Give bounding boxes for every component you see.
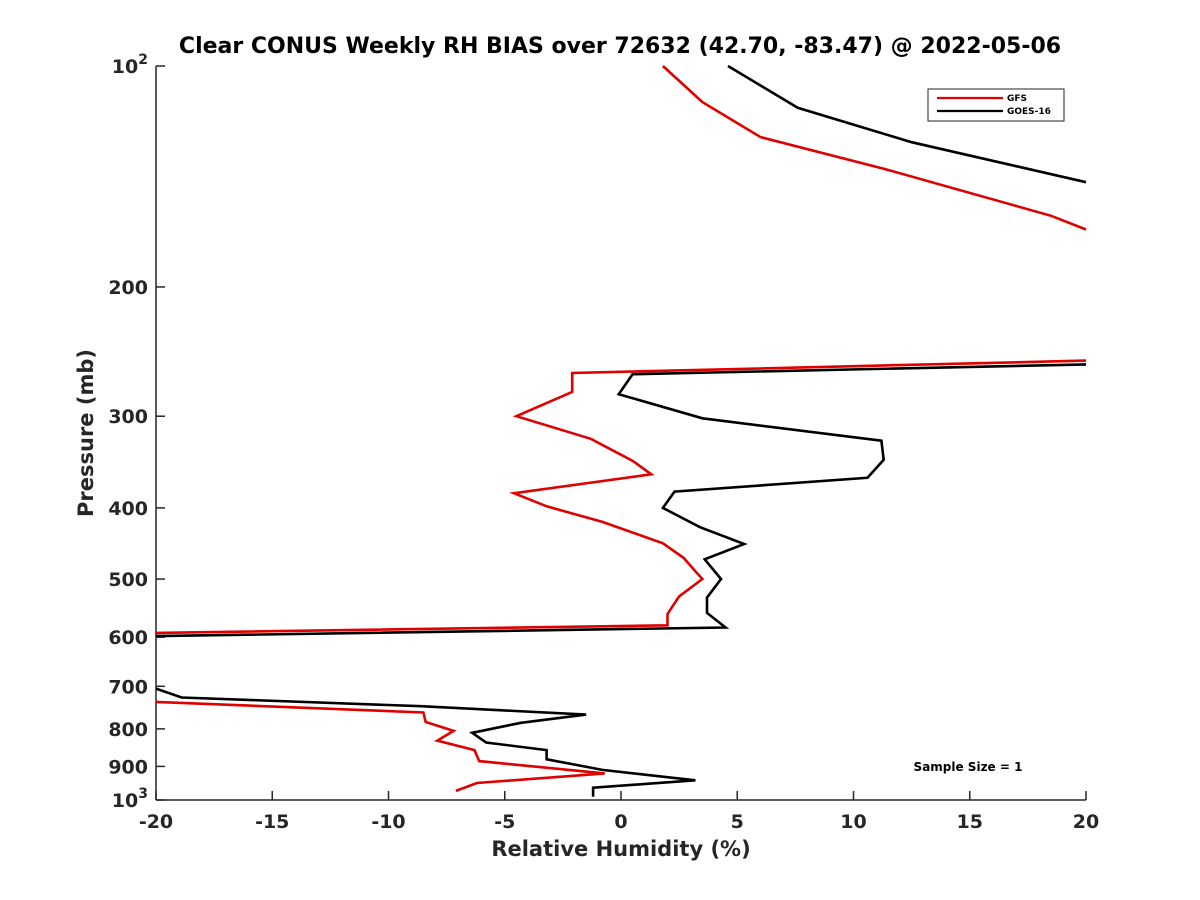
x-tick-label: -5 <box>494 811 515 833</box>
y-tick-label: 500 <box>108 569 148 591</box>
x-tick-label: 0 <box>614 811 627 833</box>
x-tick-label: -10 <box>371 811 405 833</box>
y-axis-label: Pressure (mb) <box>74 349 98 517</box>
series-line-goes-16 <box>155 64 1087 797</box>
sample-size-annotation: Sample Size = 1 <box>914 760 1023 774</box>
x-axis-label: Relative Humidity (%) <box>491 837 750 861</box>
x-axis: -20 -15 -10 -5 0 5 10 15 20 <box>139 791 1099 833</box>
x-tick-label: -20 <box>139 811 173 833</box>
x-tick-label: 5 <box>731 811 744 833</box>
legend-label-gfs: GFS <box>1007 94 1027 104</box>
legend-box <box>927 88 1065 122</box>
y-tick-label: 900 <box>108 756 148 778</box>
x-tick-label: 10 <box>840 811 866 833</box>
y-tick-label: 200 <box>108 277 148 299</box>
chart-title: Clear CONUS Weekly RH BIAS over 72632 (4… <box>179 34 1061 59</box>
y-axis: 102 200 300 400 500 600 700 800 900 103 <box>108 52 165 812</box>
x-tick-label: -15 <box>255 811 289 833</box>
y-tick-label: 300 <box>108 406 148 428</box>
x-tick-label: 15 <box>957 811 983 833</box>
legend: GFS GOES-16 <box>927 88 1065 122</box>
y-tick-label: 600 <box>108 627 148 649</box>
x-tick-label: 20 <box>1073 811 1099 833</box>
legend-label-goes-16: GOES-16 <box>1007 107 1051 117</box>
y-tick-label: 700 <box>108 676 148 698</box>
y-tick-label: 800 <box>108 719 148 741</box>
series-line-gfs <box>155 65 1087 793</box>
y-tick-label: 400 <box>108 498 148 520</box>
series-layer <box>155 64 1087 797</box>
y-tick-label: 103 <box>112 786 148 812</box>
y-tick-label: 102 <box>112 52 148 78</box>
